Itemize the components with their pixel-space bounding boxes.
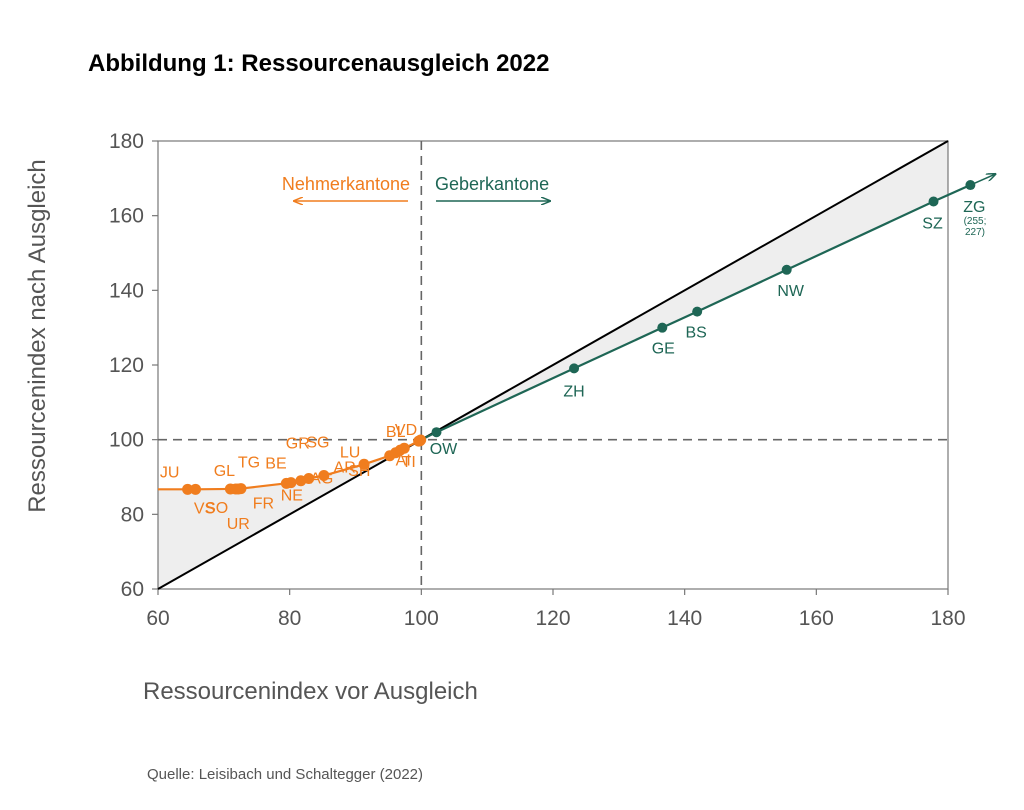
point-label-zg: ZG xyxy=(963,199,985,216)
y-tick-label: 180 xyxy=(109,130,144,153)
y-tick-label: 120 xyxy=(109,354,144,377)
point-zh xyxy=(569,363,580,374)
point-nw xyxy=(781,264,792,275)
point-gr xyxy=(303,472,315,484)
point-label-bl: BL xyxy=(386,424,406,441)
point-label-nw: NW xyxy=(777,283,805,300)
x-tick-label: 160 xyxy=(799,607,834,630)
point-label-fr: FR xyxy=(253,495,274,512)
y-tick-label: 100 xyxy=(109,429,144,452)
x-tick-label: 80 xyxy=(278,607,301,630)
point-ge xyxy=(657,322,668,333)
point-label-ju: JU xyxy=(160,464,180,481)
point-label-zh: ZH xyxy=(563,383,584,400)
x-tick-label: 180 xyxy=(930,607,965,630)
annotation-zg-note-2: 227) xyxy=(965,227,985,238)
point-label-gr: GR xyxy=(286,435,310,452)
point-label-so: SO xyxy=(205,500,228,517)
point-label-lu: LU xyxy=(340,444,360,461)
point-tg xyxy=(235,483,247,495)
point-ti xyxy=(415,434,427,446)
point-label-be: BE xyxy=(265,456,286,473)
point-sz xyxy=(928,196,939,207)
y-tick-label: 140 xyxy=(109,279,144,302)
point-label-vd: VD xyxy=(395,422,417,439)
point-label-sz: SZ xyxy=(922,215,943,232)
y-tick-label: 80 xyxy=(121,503,144,526)
annotation-zg-note-1: (255; xyxy=(964,216,987,227)
point-ju xyxy=(182,483,194,495)
point-label-ge: GE xyxy=(652,341,675,358)
point-vs xyxy=(190,483,202,495)
chart-title: Abbildung 1: Ressourcenausgleich 2022 xyxy=(88,50,550,77)
point-zg xyxy=(965,180,976,191)
series-line-geber xyxy=(420,184,971,441)
point-label-bs: BS xyxy=(686,325,707,342)
point-be xyxy=(285,477,297,489)
point-label-ne: NE xyxy=(281,488,303,505)
point-label-ag: AG xyxy=(310,471,333,488)
point-label-gl: GL xyxy=(214,463,235,480)
point-label-ow: OW xyxy=(430,441,458,458)
x-axis-label: Ressourcenindex vor Ausgleich xyxy=(143,678,478,705)
x-tick-label: 140 xyxy=(667,607,702,630)
point-ai xyxy=(398,442,410,454)
point-sg xyxy=(318,470,330,482)
annotation-nehmer: Nehmerkantone xyxy=(282,174,410,194)
point-label-vs: VS xyxy=(194,500,215,517)
x-tick-label: 120 xyxy=(535,607,570,630)
x-tick-label: 100 xyxy=(404,607,439,630)
point-bs xyxy=(692,306,703,317)
y-tick-label: 160 xyxy=(109,205,144,228)
point-label-ti: TI xyxy=(402,454,416,471)
y-tick-label: 60 xyxy=(121,578,144,601)
annotation-geber: Geberkantone xyxy=(435,174,549,194)
source-note: Quelle: Leisibach und Schaltegger (2022) xyxy=(147,766,424,783)
x-tick-label: 60 xyxy=(146,607,169,630)
diagonal-line xyxy=(157,140,949,590)
point-label-ai: AI xyxy=(396,452,411,469)
point-ow xyxy=(431,427,442,438)
point-label-ur: UR xyxy=(227,516,250,533)
point-label-sg: SG xyxy=(306,435,329,452)
point-label-ar: AR xyxy=(334,460,356,477)
point-lu xyxy=(358,458,370,470)
point-label-sh: SH xyxy=(348,463,370,480)
point-label-tg: TG xyxy=(238,455,260,472)
